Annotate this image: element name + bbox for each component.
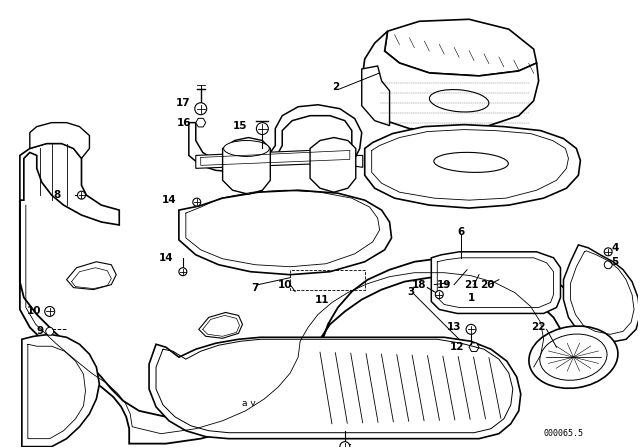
Text: 8: 8	[53, 190, 60, 200]
Polygon shape	[385, 19, 537, 76]
Polygon shape	[469, 343, 479, 352]
Text: 3: 3	[408, 287, 415, 297]
Circle shape	[435, 291, 444, 298]
Polygon shape	[22, 334, 99, 447]
Circle shape	[466, 324, 476, 334]
Text: 18: 18	[412, 280, 427, 289]
Text: a v: a v	[241, 399, 255, 409]
Text: 10: 10	[26, 306, 41, 316]
Text: 20: 20	[480, 280, 494, 289]
Ellipse shape	[434, 152, 508, 172]
Text: 10: 10	[278, 280, 292, 289]
Text: 15: 15	[233, 121, 248, 131]
Ellipse shape	[223, 141, 269, 156]
Polygon shape	[563, 245, 640, 342]
Circle shape	[193, 198, 201, 206]
Circle shape	[195, 103, 207, 115]
Polygon shape	[223, 138, 270, 194]
Polygon shape	[20, 200, 580, 444]
Polygon shape	[30, 123, 90, 159]
Text: 4: 4	[611, 243, 619, 253]
Text: 7: 7	[252, 283, 259, 293]
Circle shape	[604, 261, 612, 269]
Circle shape	[340, 442, 350, 448]
Text: 9: 9	[36, 326, 44, 336]
Polygon shape	[189, 105, 362, 172]
Text: 14: 14	[162, 195, 176, 205]
Circle shape	[257, 123, 268, 134]
Circle shape	[45, 306, 54, 316]
Text: 16: 16	[177, 118, 191, 128]
Polygon shape	[67, 262, 116, 289]
Text: 1: 1	[467, 293, 475, 302]
Polygon shape	[350, 155, 363, 168]
Text: 5: 5	[612, 257, 619, 267]
Text: 19: 19	[437, 280, 451, 289]
Polygon shape	[20, 143, 119, 225]
Circle shape	[179, 268, 187, 276]
Text: 13: 13	[447, 323, 461, 332]
Polygon shape	[196, 148, 355, 168]
Text: 2: 2	[332, 82, 340, 92]
Text: 22: 22	[531, 323, 546, 332]
Text: 14: 14	[159, 253, 173, 263]
Text: 11: 11	[315, 294, 329, 305]
Polygon shape	[179, 190, 392, 275]
Polygon shape	[149, 337, 521, 439]
Polygon shape	[362, 31, 539, 130]
Ellipse shape	[429, 90, 489, 112]
Polygon shape	[196, 118, 205, 127]
Text: 000065.5: 000065.5	[543, 429, 584, 438]
Polygon shape	[362, 66, 390, 125]
Text: 21: 21	[464, 280, 478, 289]
Polygon shape	[431, 252, 561, 314]
Circle shape	[604, 248, 612, 256]
Polygon shape	[199, 312, 243, 338]
Circle shape	[45, 327, 54, 335]
Text: 12: 12	[450, 342, 465, 352]
Polygon shape	[310, 138, 356, 192]
Polygon shape	[365, 125, 580, 208]
Circle shape	[77, 191, 86, 199]
Text: 17: 17	[175, 98, 190, 108]
Ellipse shape	[529, 326, 618, 388]
Text: 6: 6	[458, 227, 465, 237]
Ellipse shape	[540, 334, 607, 380]
